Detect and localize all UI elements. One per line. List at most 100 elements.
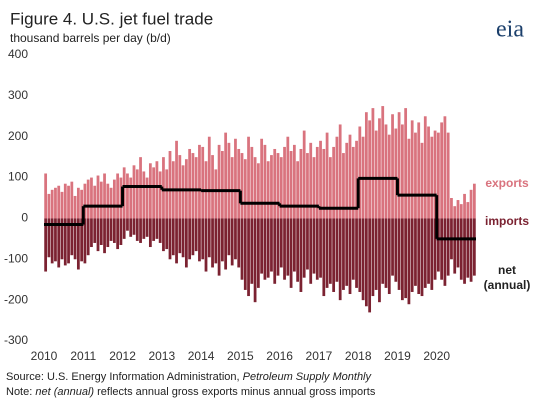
bar [47, 193, 51, 219]
bar [279, 218, 283, 268]
bar [417, 218, 421, 295]
bar [387, 218, 391, 295]
bar [90, 218, 93, 248]
y-tick-label: -200 [4, 292, 28, 306]
bar [387, 134, 391, 219]
bar [436, 132, 440, 219]
bar [256, 218, 260, 288]
bar [103, 173, 106, 219]
bar [322, 148, 326, 219]
bar [253, 218, 257, 303]
bar [407, 138, 411, 219]
bar [247, 136, 250, 219]
source-text: Source: U.S. Energy Information Administ… [6, 371, 243, 383]
bar [306, 218, 309, 270]
bar [273, 218, 277, 284]
x-tick-label: 2013 [148, 349, 175, 363]
bar [60, 218, 64, 260]
bar [302, 130, 306, 219]
bar [158, 218, 162, 243]
source-publication: Petroleum Supply Monthly [243, 371, 373, 383]
bar [230, 157, 234, 219]
bar [83, 218, 87, 264]
bar [410, 218, 414, 292]
bar [50, 218, 54, 264]
legend-label: exports [485, 176, 529, 190]
bar [263, 218, 267, 280]
bar [188, 148, 192, 219]
bar [44, 173, 48, 219]
bar [207, 136, 211, 219]
bar [355, 140, 358, 219]
x-tick-label: 2020 [423, 349, 450, 363]
bar [119, 177, 123, 219]
x-tick-label: 2016 [266, 349, 293, 363]
bar [378, 218, 381, 303]
bar [443, 116, 447, 219]
x-tick-label: 2015 [227, 349, 254, 363]
bar [132, 218, 136, 235]
bar [122, 167, 126, 219]
bar [391, 114, 394, 219]
bar [371, 218, 375, 297]
bar [214, 169, 218, 219]
bar [93, 185, 97, 219]
bar [116, 173, 120, 219]
bar [135, 169, 139, 219]
bar [292, 144, 296, 219]
bar [276, 218, 280, 276]
bar [459, 204, 463, 219]
bar [266, 218, 270, 278]
bar [198, 218, 201, 262]
bar [126, 173, 129, 219]
bar [453, 218, 457, 274]
bar [374, 218, 378, 290]
bar [256, 163, 260, 219]
bar [70, 181, 74, 219]
bar [54, 218, 57, 262]
bar [378, 118, 381, 219]
bar [446, 132, 450, 219]
bar [47, 218, 51, 258]
bar [250, 218, 254, 284]
bar [335, 218, 339, 282]
bar [430, 136, 434, 219]
x-tick-label: 2010 [31, 349, 58, 363]
bar [112, 218, 116, 243]
bar [414, 132, 417, 219]
bar [348, 134, 352, 219]
bar [358, 126, 362, 219]
bar [400, 124, 404, 219]
bar [306, 153, 309, 219]
bar [168, 218, 172, 260]
bar [201, 146, 205, 219]
bar [469, 189, 473, 219]
bar [463, 193, 466, 219]
bar [201, 218, 205, 260]
bar [358, 218, 362, 292]
bar [224, 218, 228, 270]
bar [116, 218, 120, 250]
bar [90, 177, 93, 219]
bar [404, 108, 408, 219]
y-tick-label: -100 [4, 251, 28, 265]
bar [296, 218, 300, 282]
bar [253, 157, 257, 219]
bar [50, 189, 54, 219]
y-tick-label: 100 [8, 170, 28, 184]
bar [211, 218, 214, 268]
bar [230, 218, 234, 266]
bar [342, 218, 345, 290]
bar [289, 218, 293, 288]
bar [328, 218, 332, 284]
bar [126, 218, 129, 231]
bar [270, 218, 273, 272]
bar [364, 112, 368, 219]
bar [129, 218, 133, 237]
bar [227, 142, 231, 219]
bar [400, 218, 404, 301]
bar [112, 179, 116, 219]
bar [450, 198, 453, 219]
note-lead: Note: [6, 386, 35, 398]
bar [453, 206, 457, 219]
